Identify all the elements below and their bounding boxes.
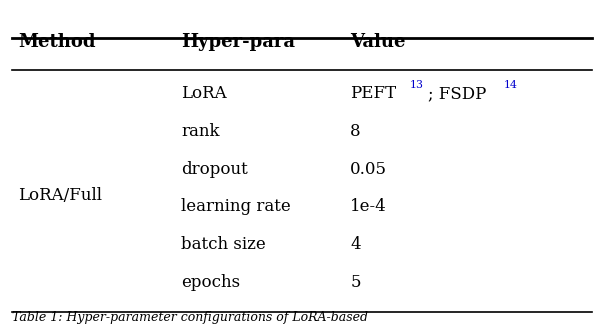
Text: 5: 5 — [350, 274, 361, 291]
Text: 0.05: 0.05 — [350, 161, 387, 178]
Text: Method: Method — [18, 33, 95, 51]
Text: 13: 13 — [410, 79, 424, 90]
Text: batch size: batch size — [181, 236, 266, 253]
Text: PEFT: PEFT — [350, 85, 396, 102]
Text: rank: rank — [181, 123, 220, 140]
Text: ; FSDP: ; FSDP — [428, 85, 486, 102]
Text: dropout: dropout — [181, 161, 248, 178]
Text: 14: 14 — [503, 79, 517, 90]
Text: Value: Value — [350, 33, 406, 51]
Text: epochs: epochs — [181, 274, 240, 291]
Text: 1e-4: 1e-4 — [350, 198, 387, 215]
Text: LoRA/Full: LoRA/Full — [18, 187, 102, 204]
Text: LoRA: LoRA — [181, 85, 227, 102]
Text: Table 1: Hyper-parameter configurations of LoRA-based: Table 1: Hyper-parameter configurations … — [12, 311, 368, 324]
Text: 8: 8 — [350, 123, 361, 140]
Text: 4: 4 — [350, 236, 361, 253]
Text: learning rate: learning rate — [181, 198, 291, 215]
Text: Hyper-para: Hyper-para — [181, 33, 295, 51]
